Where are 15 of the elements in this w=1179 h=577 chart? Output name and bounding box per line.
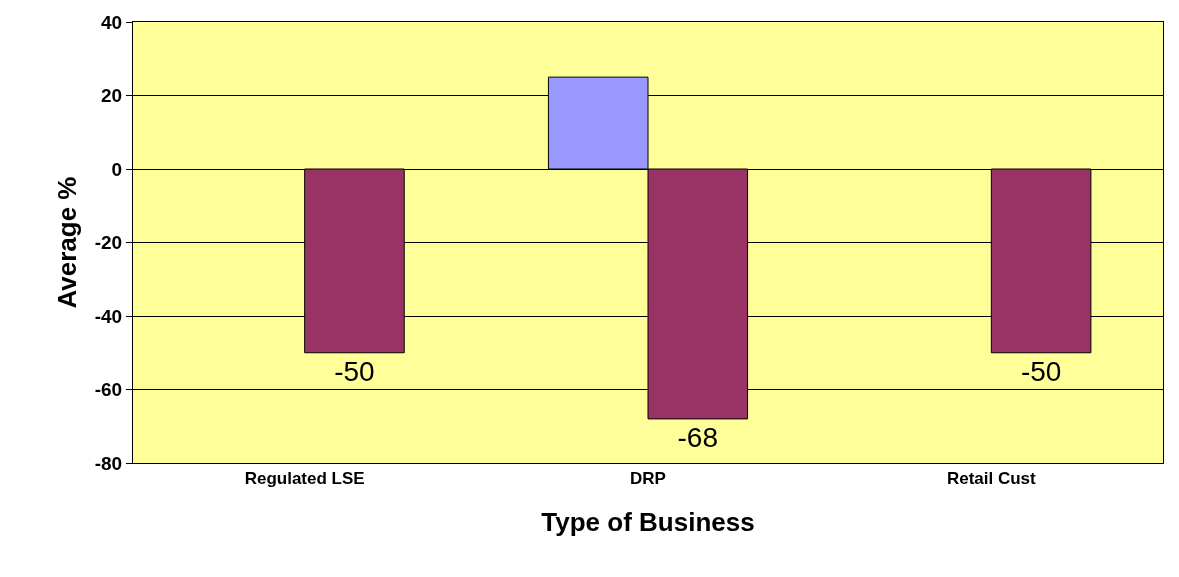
y-tick-label: -60 [94,379,123,401]
y-tick-label: 20 [101,85,123,107]
x-axis-title: Type of Business [541,507,755,538]
y-tick-label: -20 [94,232,123,254]
data-label: -50 [1020,355,1062,387]
y-tick-label: 40 [101,11,123,33]
data-label: -50 [334,355,375,387]
x-tick-label: Regulated LSE [244,469,365,489]
y-tick-label: 0 [111,158,123,180]
data-label: -68 [677,421,719,453]
y-axis-title: Average % [52,176,83,309]
x-tick-label: DRP [630,469,666,489]
y-tick-label: -80 [94,452,123,474]
x-tick-label: Retail Cust [946,469,1037,489]
y-tick-label: -40 [94,305,123,327]
